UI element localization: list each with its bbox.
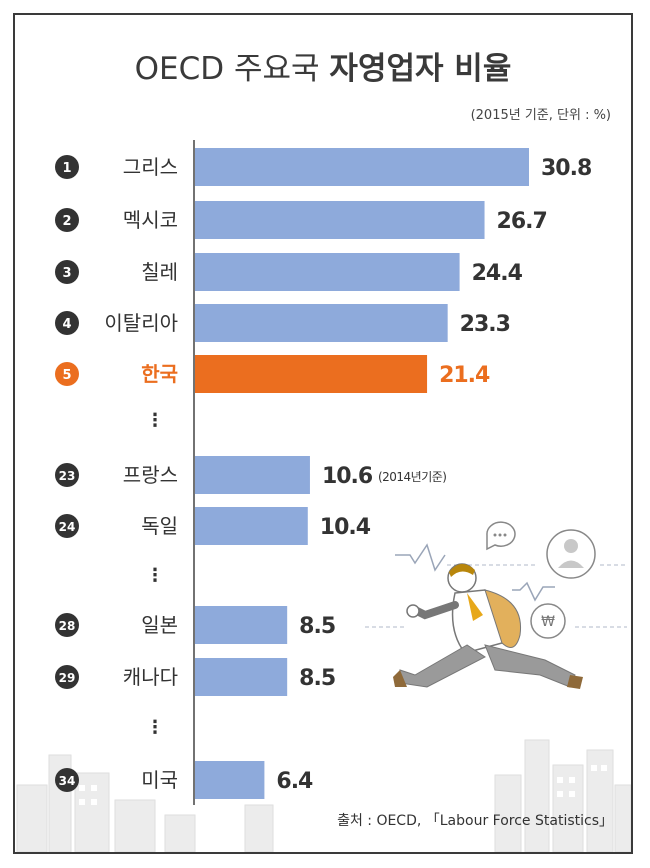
rank-badge [55, 311, 79, 335]
value-label: 23.3 [460, 312, 510, 337]
value-label: 8.5 [299, 614, 335, 639]
rank-badge [55, 768, 79, 792]
value-label: 10.4 [320, 515, 371, 540]
country-label: 한국 [141, 362, 178, 386]
bar [195, 148, 529, 186]
country-label: 독일 [141, 514, 178, 538]
rank-number: 29 [59, 671, 76, 685]
svg-text:₩: ₩ [541, 614, 555, 630]
rank-number: 23 [59, 469, 76, 483]
value-label: 10.6 [322, 464, 373, 489]
chart-frame: ₩ OECD 주요국 자영업자 비율 (2015년 기준, 단위 : %) 1 그… [13, 13, 633, 854]
bar [195, 456, 310, 494]
country-label: 프랑스 [123, 463, 178, 487]
rank-badge [55, 155, 79, 179]
bar [195, 658, 288, 696]
country-label: 이탈리아 [104, 311, 178, 335]
bar [195, 761, 265, 799]
row-gap-ellipsis: ⋮ [146, 410, 164, 431]
country-label: 그리스 [123, 155, 178, 179]
chart-title-part2: 자영업자 비율 [329, 51, 511, 87]
rank-number: 4 [62, 317, 71, 332]
bar [195, 606, 288, 644]
rank-badge [55, 463, 79, 487]
country-label: 칠레 [141, 260, 178, 284]
chat-bubble-icon [486, 521, 516, 551]
person-profile-icon [546, 529, 596, 579]
bar [195, 507, 308, 545]
rank-number: 28 [59, 619, 76, 633]
value-label: 24.4 [472, 261, 523, 286]
rank-badge [55, 613, 79, 637]
rank-number: 5 [62, 368, 71, 383]
rank-number: 24 [59, 520, 76, 534]
source-note: 출처 : OECD, 「Labour Force Statistics」 [337, 813, 613, 829]
city-skyline-illustration [16, 739, 631, 852]
row-gap-ellipsis: ⋮ [146, 565, 164, 586]
value-label: 26.7 [497, 209, 547, 234]
value-label: 8.5 [299, 666, 335, 691]
chart-subtitle: (2015년 기준, 단위 : %) [471, 108, 611, 123]
bar [195, 355, 428, 393]
city-window-grid [79, 765, 607, 805]
rank-number: 3 [62, 266, 71, 281]
rank-number: 34 [59, 774, 76, 788]
rank-badge [55, 260, 79, 284]
bar [195, 201, 485, 239]
country-label: 캐나다 [123, 665, 178, 689]
rank-badge [55, 362, 79, 386]
value-label: 30.8 [541, 156, 591, 181]
chart-title-part1: OECD 주요국 [135, 51, 330, 87]
value-label: 21.4 [439, 363, 490, 388]
bar [195, 253, 460, 291]
bar [195, 304, 448, 342]
country-label: 멕시코 [123, 208, 178, 232]
row-gap-ellipsis: ⋮ [146, 717, 164, 738]
rank-badge [55, 665, 79, 689]
rank-badge [55, 208, 79, 232]
value-note: (2014년기준) [378, 470, 447, 484]
country-label: 일본 [141, 613, 178, 637]
infographic-canvas: ₩ OECD 주요국 자영업자 비율 (2015년 기준, 단위 : %) 1 그… [16, 51, 631, 852]
money-bag-won-icon: ₩ [530, 603, 566, 639]
rank-number: 1 [62, 161, 71, 176]
bar-rows: 1 그리스 30.8 2 멕시코 26.7 3 칠레 24.4 4 이탈리아 23.3 5 한국 21.4 ⋮… [55, 148, 592, 799]
value-label: 6.4 [276, 769, 313, 794]
running-businessman-illustration [365, 543, 627, 689]
country-label: 미국 [141, 768, 178, 792]
chart-title: OECD 주요국 자영업자 비율 [135, 51, 512, 87]
rank-badge [55, 514, 79, 538]
rank-number: 2 [62, 214, 71, 229]
